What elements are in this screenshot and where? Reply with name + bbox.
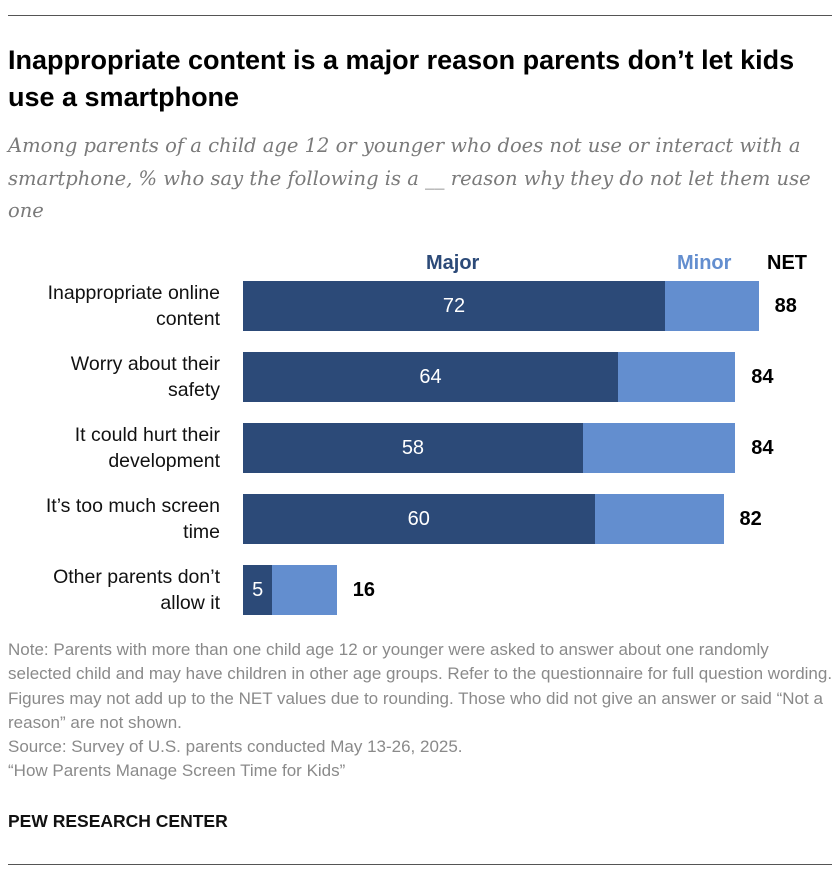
data-label-major: 64 [419, 366, 442, 388]
bottom-rule [8, 864, 832, 865]
report-title: “How Parents Manage Screen Time for Kids… [8, 761, 346, 781]
category-label: It could hurt their development [74, 424, 220, 472]
note-text: Note: Parents with more than one child a… [8, 640, 833, 732]
bar-minor [582, 423, 736, 473]
data-label-major: 60 [407, 508, 430, 530]
bar-minor [664, 281, 759, 331]
category-label: It’s too much screen time [45, 495, 220, 543]
bar-major [243, 281, 665, 331]
data-label-net: 82 [739, 508, 762, 530]
data-label-net: 88 [774, 295, 797, 317]
chart-title: Inappropriate content is a major reason … [8, 45, 795, 112]
org-logo-text: PEW RESEARCH CENTER [8, 811, 228, 831]
legend-net: NET [767, 252, 807, 274]
data-label-net: 16 [352, 579, 375, 601]
notes: Note: Parents with more than one child a… [8, 638, 833, 784]
top-rule [8, 15, 832, 16]
source-text: Source: Survey of U.S. parents conducted… [8, 737, 463, 757]
bar-minor [272, 565, 337, 615]
bar-minor [618, 352, 736, 402]
legend-major: Major [426, 252, 480, 274]
bar-major [243, 494, 595, 544]
legend-minor: Minor [677, 252, 732, 274]
bar-minor [594, 494, 724, 544]
data-label-major: 58 [401, 437, 425, 459]
bar-major [243, 423, 583, 473]
data-label-major: 5 [252, 579, 264, 601]
category-label: Inappropriate online content [47, 282, 220, 330]
category-label: Other parents don’t allow it [53, 566, 220, 614]
bar-major [243, 565, 273, 615]
chart-subtitle: Among parents of a child age 12 or young… [8, 134, 811, 222]
data-label-net: 84 [751, 366, 774, 388]
data-label-major: 72 [442, 295, 466, 317]
bar-major [243, 352, 619, 402]
data-label-net: 84 [751, 437, 774, 459]
category-label: Worry about their safety [70, 353, 220, 401]
